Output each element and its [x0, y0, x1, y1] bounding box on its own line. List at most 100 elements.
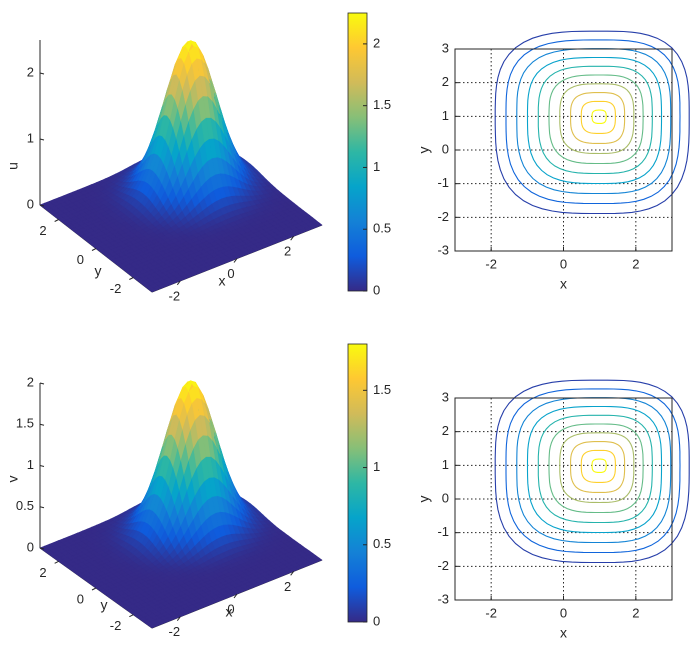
- contour-plot-u: -2 0 2 -3 -2 -1 0 1 2 3 x y: [416, 30, 690, 292]
- x-axis-label: x: [226, 604, 233, 620]
- x-tick: [233, 258, 238, 263]
- colorbar-tick-label: 0: [373, 613, 380, 628]
- contour-level-line: [580, 449, 616, 483]
- x-tick-label: 0: [227, 601, 234, 616]
- colorbar-tick-label: 0.5: [373, 221, 391, 236]
- x-tick-label: 0: [560, 605, 567, 620]
- x-tick-label: -2: [485, 605, 497, 620]
- contour-level-line: [526, 56, 663, 185]
- colorbar-tick-label: 2: [373, 35, 380, 50]
- x-tick: [176, 280, 181, 286]
- colorbar-tick-label: 1: [373, 459, 380, 474]
- y-tick-label: 0: [442, 490, 449, 505]
- y-tick: [91, 587, 97, 591]
- x-tick-label: 2: [284, 579, 291, 594]
- contour-lines: [494, 379, 690, 564]
- y-tick-label: 3: [442, 40, 449, 55]
- contour-level-line: [494, 379, 690, 564]
- contour-level-line: [505, 388, 681, 554]
- z-tick-label: 2: [27, 374, 34, 389]
- y-tick: [54, 560, 59, 564]
- z-tick-label: 0.5: [16, 498, 34, 513]
- z-axis-label: u: [5, 162, 21, 170]
- contour-level-line: [548, 423, 644, 514]
- z-tick: [39, 138, 45, 141]
- x-tick: [290, 235, 295, 241]
- x-tick-label: -2: [485, 256, 497, 271]
- y-tick-label: -1: [437, 524, 449, 539]
- contour-plot-v: -2 0 2 -3 -2 -1 0 1 2 3 x y: [416, 379, 690, 641]
- z-tick: [39, 423, 45, 426]
- contour-level-line: [559, 83, 635, 155]
- x-tick-label: 2: [632, 256, 639, 271]
- colorbar-gradient: [347, 12, 368, 292]
- x-axis-label: x: [219, 273, 226, 289]
- z-tick-label: 2: [27, 64, 34, 79]
- surface-mesh: [39, 40, 323, 293]
- y-axis-label: y: [95, 263, 102, 279]
- x-tick: [233, 593, 238, 599]
- x-tick-label: 0: [560, 256, 567, 271]
- z-tick: [39, 72, 45, 75]
- y-tick-label: 3: [442, 389, 449, 404]
- y-tick-label: 1: [442, 108, 449, 123]
- contour-level-line: [537, 414, 653, 524]
- z-tick-label: 1.5: [16, 416, 34, 431]
- z-tick-label: 0: [27, 539, 34, 554]
- x-tick: [176, 616, 181, 621]
- grid: [455, 49, 672, 251]
- surface-mesh: [39, 380, 323, 629]
- contour-level-line: [526, 405, 663, 534]
- contour-level-line: [494, 30, 690, 215]
- y-tick: [91, 248, 97, 251]
- z-tick: [39, 547, 45, 550]
- y-tick-label: 0: [442, 141, 449, 156]
- z-tick: [39, 465, 45, 467]
- contour-level-line: [516, 48, 672, 195]
- y-tick-label: -3: [437, 591, 449, 606]
- contour-level-line: [559, 432, 635, 504]
- z-tick-label: 1: [27, 457, 34, 472]
- colorbar-tick-label: 1: [373, 159, 380, 174]
- x-axis-label: x: [560, 276, 567, 292]
- z-tick: [39, 204, 45, 207]
- x-tick-label: -2: [169, 288, 181, 303]
- grid: [455, 398, 672, 600]
- surface-patch: [313, 557, 323, 563]
- x-axis-label: x: [560, 625, 567, 641]
- colorbar: 0 0.5 1 1.5 2: [347, 12, 391, 297]
- y-tick: [129, 277, 134, 280]
- colorbar-tick-label: 1.5: [373, 97, 391, 112]
- y-axis-label: y: [101, 597, 108, 613]
- y-tick-label: -2: [110, 618, 122, 633]
- colorbar-tick-label: 1.5: [373, 382, 391, 397]
- colorbar: 0 0.5 1 1.5: [347, 343, 391, 628]
- contour-level-line: [591, 458, 607, 473]
- z-tick-label: 1: [27, 130, 34, 145]
- y-tick: [129, 614, 134, 618]
- colorbar-gradient: [347, 343, 368, 623]
- contour-level-line: [580, 100, 616, 134]
- y-tick-label: 2: [442, 74, 449, 89]
- contour-level-line: [548, 74, 644, 165]
- y-tick-label: 2: [442, 423, 449, 438]
- z-tick: [39, 382, 45, 385]
- surface-patch: [313, 222, 323, 228]
- y-tick-label: -3: [437, 242, 449, 257]
- y-axis-label: y: [416, 496, 432, 503]
- x-tick: [290, 571, 295, 576]
- y-axis-label: y: [416, 147, 432, 154]
- z-tick-label: 0: [27, 196, 34, 211]
- y-tick-label: 2: [39, 223, 46, 238]
- x-tick-label: 2: [632, 605, 639, 620]
- x-tick-label: -2: [169, 624, 181, 639]
- y-tick-label: -2: [110, 281, 122, 296]
- contour-level-line: [570, 441, 626, 493]
- y-tick-label: -1: [437, 175, 449, 190]
- y-tick-label: -2: [437, 558, 449, 573]
- z-tick: [39, 506, 45, 509]
- y-tick: [54, 219, 59, 222]
- y-tick-label: 0: [77, 252, 84, 267]
- contour-level-line: [591, 109, 607, 124]
